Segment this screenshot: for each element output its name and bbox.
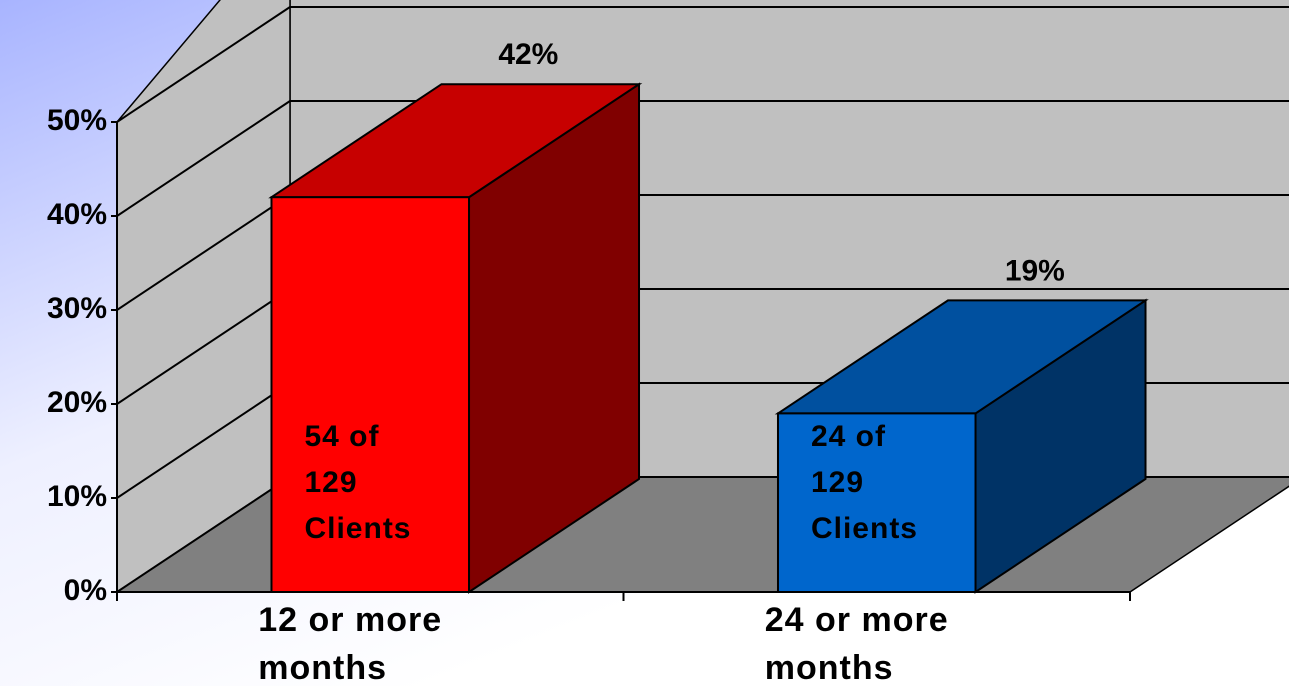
y-tick-label: 40%	[47, 198, 107, 231]
y-tick-label: 50%	[47, 104, 107, 137]
grid-line	[116, 100, 291, 217]
bar	[776, 412, 977, 593]
value-label: 19%	[1005, 254, 1065, 287]
x-tick-label: 24 or more months	[764, 601, 949, 686]
grid-line	[116, 476, 291, 593]
y-tick-label: 10%	[47, 480, 107, 513]
x-tick-label: 12 or more months	[258, 601, 443, 686]
value-label: 42%	[498, 38, 558, 71]
bar-annotation: 24 of 129 Clients	[810, 420, 918, 545]
y-tick-label: 30%	[47, 292, 107, 325]
grid-line	[116, 6, 291, 123]
grid-line	[116, 288, 291, 405]
y-tick-label: 20%	[47, 386, 107, 419]
y-tick-label: 0%	[64, 574, 107, 607]
bar-annotation: 54 of 129 Clients	[304, 420, 412, 545]
grid-line	[116, 194, 291, 311]
grid-line	[116, 382, 291, 499]
bar	[270, 196, 471, 593]
